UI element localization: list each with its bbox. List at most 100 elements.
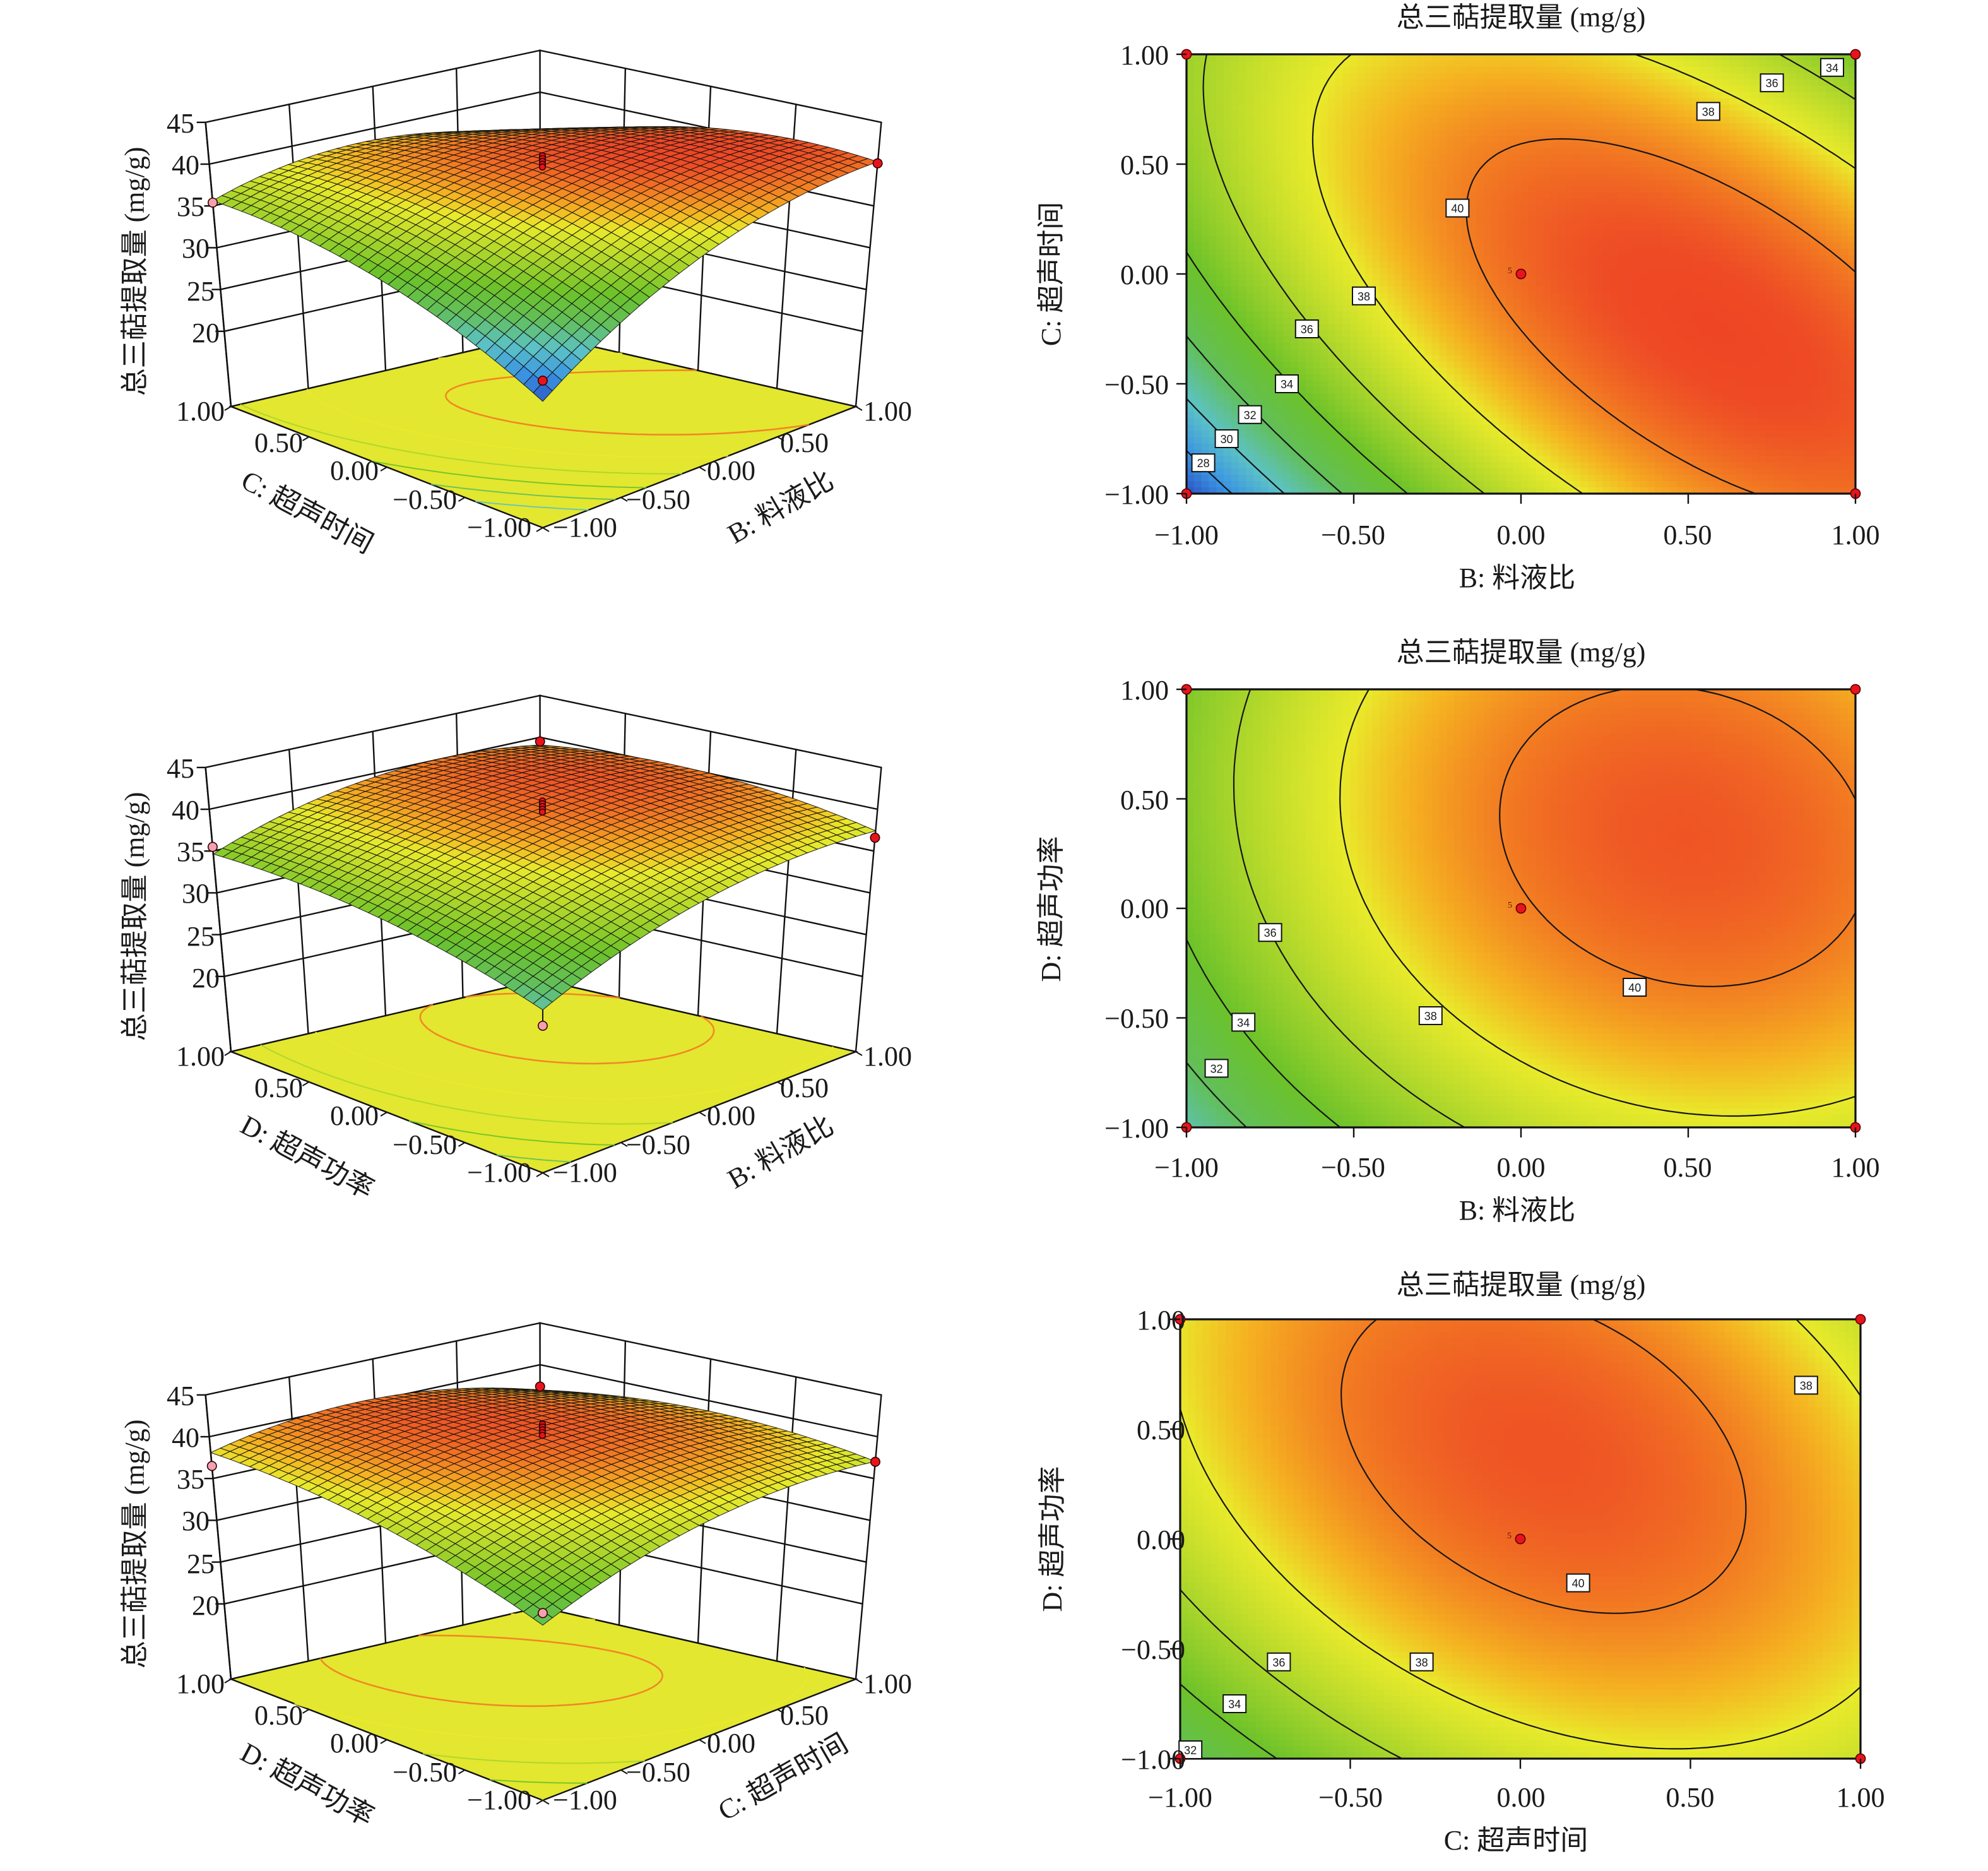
heatmap-cell xyxy=(1186,129,1195,136)
heatmap-cell xyxy=(1766,67,1775,74)
heatmap-cell xyxy=(1551,180,1559,187)
heatmap-cell xyxy=(1261,299,1269,306)
heatmap-cell xyxy=(1543,261,1551,268)
heatmap-cell xyxy=(1202,105,1210,112)
heatmap-cell xyxy=(1513,136,1522,143)
heatmap-cell xyxy=(1773,180,1782,187)
heatmap-cell xyxy=(1253,80,1262,86)
heatmap-cell xyxy=(1558,280,1566,287)
heatmap-cell xyxy=(1499,186,1507,193)
heatmap-cell xyxy=(1194,92,1202,99)
heatmap-cell xyxy=(1684,223,1693,230)
heatmap-cell xyxy=(1551,110,1559,117)
heatmap-cell xyxy=(1491,129,1500,136)
heatmap-cell xyxy=(1789,249,1797,256)
heatmap-cell xyxy=(1380,293,1388,300)
heatmap-cell xyxy=(1275,54,1284,61)
heatmap-cell xyxy=(1454,92,1462,99)
heatmap-cell xyxy=(1476,274,1484,281)
heatmap-cell xyxy=(1558,110,1566,117)
heatmap-cell xyxy=(1729,117,1737,124)
heatmap-cell xyxy=(1246,105,1254,112)
heatmap-cell xyxy=(1840,80,1849,86)
heatmap-cell xyxy=(1633,293,1641,300)
heatmap-cell xyxy=(1365,186,1373,193)
heatmap-cell xyxy=(1417,230,1425,237)
heatmap-cell xyxy=(1826,167,1834,174)
heatmap-cell xyxy=(1491,86,1500,93)
heatmap-cell xyxy=(1722,161,1730,168)
heatmap-cell xyxy=(1499,136,1507,143)
heatmap-cell xyxy=(1722,155,1730,162)
heatmap-cell xyxy=(1811,54,1819,61)
heatmap-cell xyxy=(1759,299,1767,306)
heatmap-cell xyxy=(1395,242,1403,249)
heatmap-cell xyxy=(1298,242,1306,249)
heatmap-cell xyxy=(1372,73,1380,80)
heatmap-cell xyxy=(1529,180,1537,187)
heatmap-cell xyxy=(1796,92,1804,99)
heatmap-cell xyxy=(1804,92,1812,99)
heatmap-cell xyxy=(1640,80,1648,86)
heatmap-cell xyxy=(1335,299,1344,306)
heatmap-cell xyxy=(1625,92,1633,99)
heatmap-cell xyxy=(1595,155,1604,162)
heatmap-cell xyxy=(1536,293,1544,300)
heatmap-cell xyxy=(1402,280,1411,287)
heatmap-cell xyxy=(1677,180,1685,187)
heatmap-cell xyxy=(1558,218,1566,225)
heatmap-cell xyxy=(1513,80,1522,86)
heatmap-cell xyxy=(1543,180,1551,187)
heatmap-cell xyxy=(1610,136,1618,143)
heatmap-cell xyxy=(1595,261,1604,268)
heatmap-cell xyxy=(1640,73,1648,80)
heatmap-cell xyxy=(1707,129,1715,136)
heatmap-cell xyxy=(1402,98,1411,105)
heatmap-cell xyxy=(1395,205,1403,212)
heatmap-cell xyxy=(1275,105,1284,112)
heatmap-cell xyxy=(1298,255,1306,262)
heatmap-cell xyxy=(1558,230,1566,237)
heatmap-cell xyxy=(1335,86,1344,93)
heatmap-cell xyxy=(1789,117,1797,124)
heatmap-cell xyxy=(1580,193,1589,199)
heatmap-cell xyxy=(1722,186,1730,193)
heatmap-cell xyxy=(1417,136,1425,143)
heatmap-cell xyxy=(1529,142,1537,149)
heatmap-cell xyxy=(1432,123,1440,130)
heatmap-cell xyxy=(1194,255,1202,262)
left-axis-tick-mark xyxy=(225,407,231,410)
heatmap-cell xyxy=(1269,142,1277,149)
heatmap-cell xyxy=(1469,261,1477,268)
heatmap-cell xyxy=(1700,306,1708,312)
heatmap-cell xyxy=(1224,117,1232,124)
heatmap-cell xyxy=(1238,67,1246,74)
heatmap-cell xyxy=(1707,255,1715,262)
heatmap-cell xyxy=(1595,110,1604,117)
heatmap-cell xyxy=(1365,261,1373,268)
heatmap-cell xyxy=(1595,123,1604,130)
heatmap-cell xyxy=(1722,306,1730,312)
heatmap-cell xyxy=(1358,249,1366,256)
heatmap-cell xyxy=(1424,105,1433,112)
heatmap-cell xyxy=(1551,293,1559,300)
heatmap-cell xyxy=(1558,98,1566,105)
heatmap-cell xyxy=(1551,299,1559,306)
heatmap-cell xyxy=(1655,123,1663,130)
heatmap-cell xyxy=(1395,142,1403,149)
heatmap-cell xyxy=(1365,54,1373,61)
heatmap-cell xyxy=(1409,98,1417,105)
heatmap-cell xyxy=(1447,92,1455,99)
heatmap-cell xyxy=(1588,73,1596,80)
heatmap-cell xyxy=(1372,236,1380,243)
heatmap-cell xyxy=(1275,155,1284,162)
heatmap-cell xyxy=(1692,92,1700,99)
heatmap-cell xyxy=(1684,249,1693,256)
heatmap-cell xyxy=(1476,105,1484,112)
heatmap-cell xyxy=(1655,280,1663,287)
heatmap-cell xyxy=(1640,98,1648,105)
heatmap-cell xyxy=(1283,161,1291,168)
heatmap-cell xyxy=(1342,67,1351,74)
heatmap-cell xyxy=(1677,105,1685,112)
heatmap-cell xyxy=(1833,180,1842,187)
